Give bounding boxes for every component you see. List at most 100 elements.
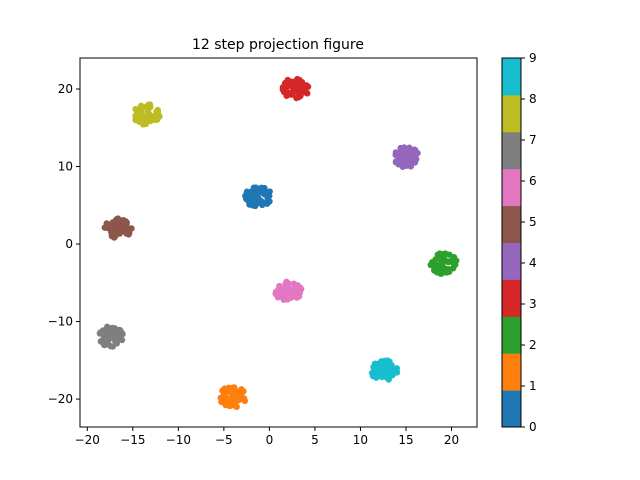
colorbar-tick-label: 6 bbox=[529, 174, 537, 188]
cluster-1 bbox=[217, 384, 249, 411]
x-tick-label: −15 bbox=[120, 433, 145, 447]
scatter-point bbox=[110, 233, 118, 240]
colorbar-tick-label: 2 bbox=[529, 338, 537, 352]
scatter-point bbox=[298, 79, 306, 86]
cluster-7 bbox=[96, 323, 126, 350]
y-tick-label: 20 bbox=[58, 82, 73, 96]
y-axis: −20 −10 0 10 20 bbox=[48, 82, 80, 406]
scatter-point bbox=[282, 280, 289, 287]
scatter-point bbox=[117, 217, 124, 224]
colorbar-tick-label: 3 bbox=[529, 297, 537, 311]
scatter-point bbox=[373, 371, 380, 378]
scatter-point bbox=[370, 363, 377, 371]
colorbar-segment-6 bbox=[502, 168, 521, 207]
scatter-point bbox=[223, 397, 230, 405]
scatter-point bbox=[132, 105, 139, 113]
cluster-9 bbox=[368, 357, 401, 383]
x-tick-label: 15 bbox=[398, 433, 413, 447]
colorbar-segment-1 bbox=[502, 353, 521, 391]
scatter-point bbox=[297, 92, 304, 99]
colorbar-axis: 0 1 2 3 4 5 6 7 8 9 bbox=[521, 51, 537, 434]
colorbar-tick-label: 1 bbox=[529, 379, 537, 393]
scatter-point bbox=[290, 85, 297, 92]
colorbar-segment-7 bbox=[502, 131, 521, 170]
scatter-point bbox=[294, 75, 301, 83]
scatter-point bbox=[125, 228, 133, 235]
colorbar-tick-label: 5 bbox=[529, 215, 537, 229]
x-tick-label: −20 bbox=[75, 433, 100, 447]
scatter-point bbox=[383, 363, 390, 371]
x-tick-label: −10 bbox=[166, 433, 191, 447]
colorbar-segment-0 bbox=[502, 390, 521, 428]
scatter-point bbox=[153, 116, 161, 123]
scatter-point bbox=[147, 117, 154, 125]
scatter-point bbox=[250, 184, 258, 191]
scatter-point bbox=[383, 368, 390, 376]
scatter-point bbox=[304, 90, 311, 97]
colorbar-segment-9 bbox=[502, 58, 521, 96]
colorbar-segment-8 bbox=[502, 94, 521, 133]
x-tick-label: 5 bbox=[311, 433, 319, 447]
y-tick-label: 0 bbox=[65, 237, 73, 251]
scatter-point bbox=[145, 105, 153, 112]
scatter-point bbox=[280, 88, 288, 96]
scatter-point bbox=[141, 113, 149, 120]
scatter-point bbox=[134, 112, 142, 119]
scatter-point bbox=[285, 80, 293, 88]
scatter-point bbox=[292, 286, 300, 293]
scatter-point bbox=[395, 151, 402, 159]
scatter-point bbox=[109, 219, 116, 226]
scatter-point bbox=[232, 393, 239, 401]
scatter-point bbox=[430, 261, 438, 268]
x-tick-label: 0 bbox=[266, 433, 274, 447]
colorbar bbox=[502, 58, 521, 428]
cluster-6 bbox=[272, 278, 305, 303]
scatter-point bbox=[407, 163, 415, 170]
colorbar-frame bbox=[501, 57, 522, 428]
scatter-point bbox=[412, 148, 419, 156]
scatter-point bbox=[437, 269, 445, 277]
scatter-point bbox=[288, 291, 295, 299]
scatter-point bbox=[110, 329, 117, 336]
scatter-point bbox=[385, 376, 392, 383]
colorbar-tick-label: 4 bbox=[529, 256, 537, 270]
scatter-point bbox=[411, 159, 419, 166]
scatter-point bbox=[260, 190, 268, 198]
scatter-point bbox=[442, 266, 449, 273]
scatter-point bbox=[450, 254, 458, 261]
scatter-point bbox=[222, 390, 229, 397]
scatter-point bbox=[404, 157, 412, 165]
scatter-point bbox=[377, 358, 385, 366]
x-axis: −20 −15 −10 −5 0 5 10 15 20 bbox=[75, 427, 459, 447]
scatter-point bbox=[108, 228, 115, 236]
scatter-point bbox=[393, 369, 401, 376]
plot-frame bbox=[79, 57, 478, 428]
colorbar-tick-label: 7 bbox=[529, 133, 537, 147]
y-tick-label: −20 bbox=[48, 392, 73, 406]
y-tick-label: −10 bbox=[48, 315, 73, 329]
scatter-point bbox=[120, 226, 128, 234]
cluster-4 bbox=[392, 144, 421, 170]
scatter-point bbox=[107, 334, 114, 341]
colorbar-segment-4 bbox=[502, 242, 521, 280]
colorbar-tick-label: 8 bbox=[529, 92, 537, 106]
scatter-point bbox=[406, 144, 413, 151]
chart-title: 12 step projection figure bbox=[192, 37, 364, 53]
scatter-point bbox=[241, 397, 249, 405]
cluster-3 bbox=[279, 75, 312, 102]
cluster-2 bbox=[427, 250, 460, 277]
cluster-5 bbox=[101, 215, 135, 241]
colorbar-tick-label: 0 bbox=[529, 420, 537, 434]
scatter-point bbox=[245, 197, 252, 204]
scatter-point bbox=[288, 91, 296, 98]
x-tick-label: −5 bbox=[215, 433, 233, 447]
scatter-point bbox=[259, 201, 266, 209]
scatter-point bbox=[115, 328, 122, 335]
scatter-point bbox=[290, 280, 298, 287]
x-tick-label: 20 bbox=[444, 433, 459, 447]
scatter-point bbox=[101, 337, 108, 344]
scatter-point bbox=[137, 102, 145, 110]
scatter-point bbox=[123, 219, 130, 226]
scatter-points bbox=[96, 75, 460, 411]
